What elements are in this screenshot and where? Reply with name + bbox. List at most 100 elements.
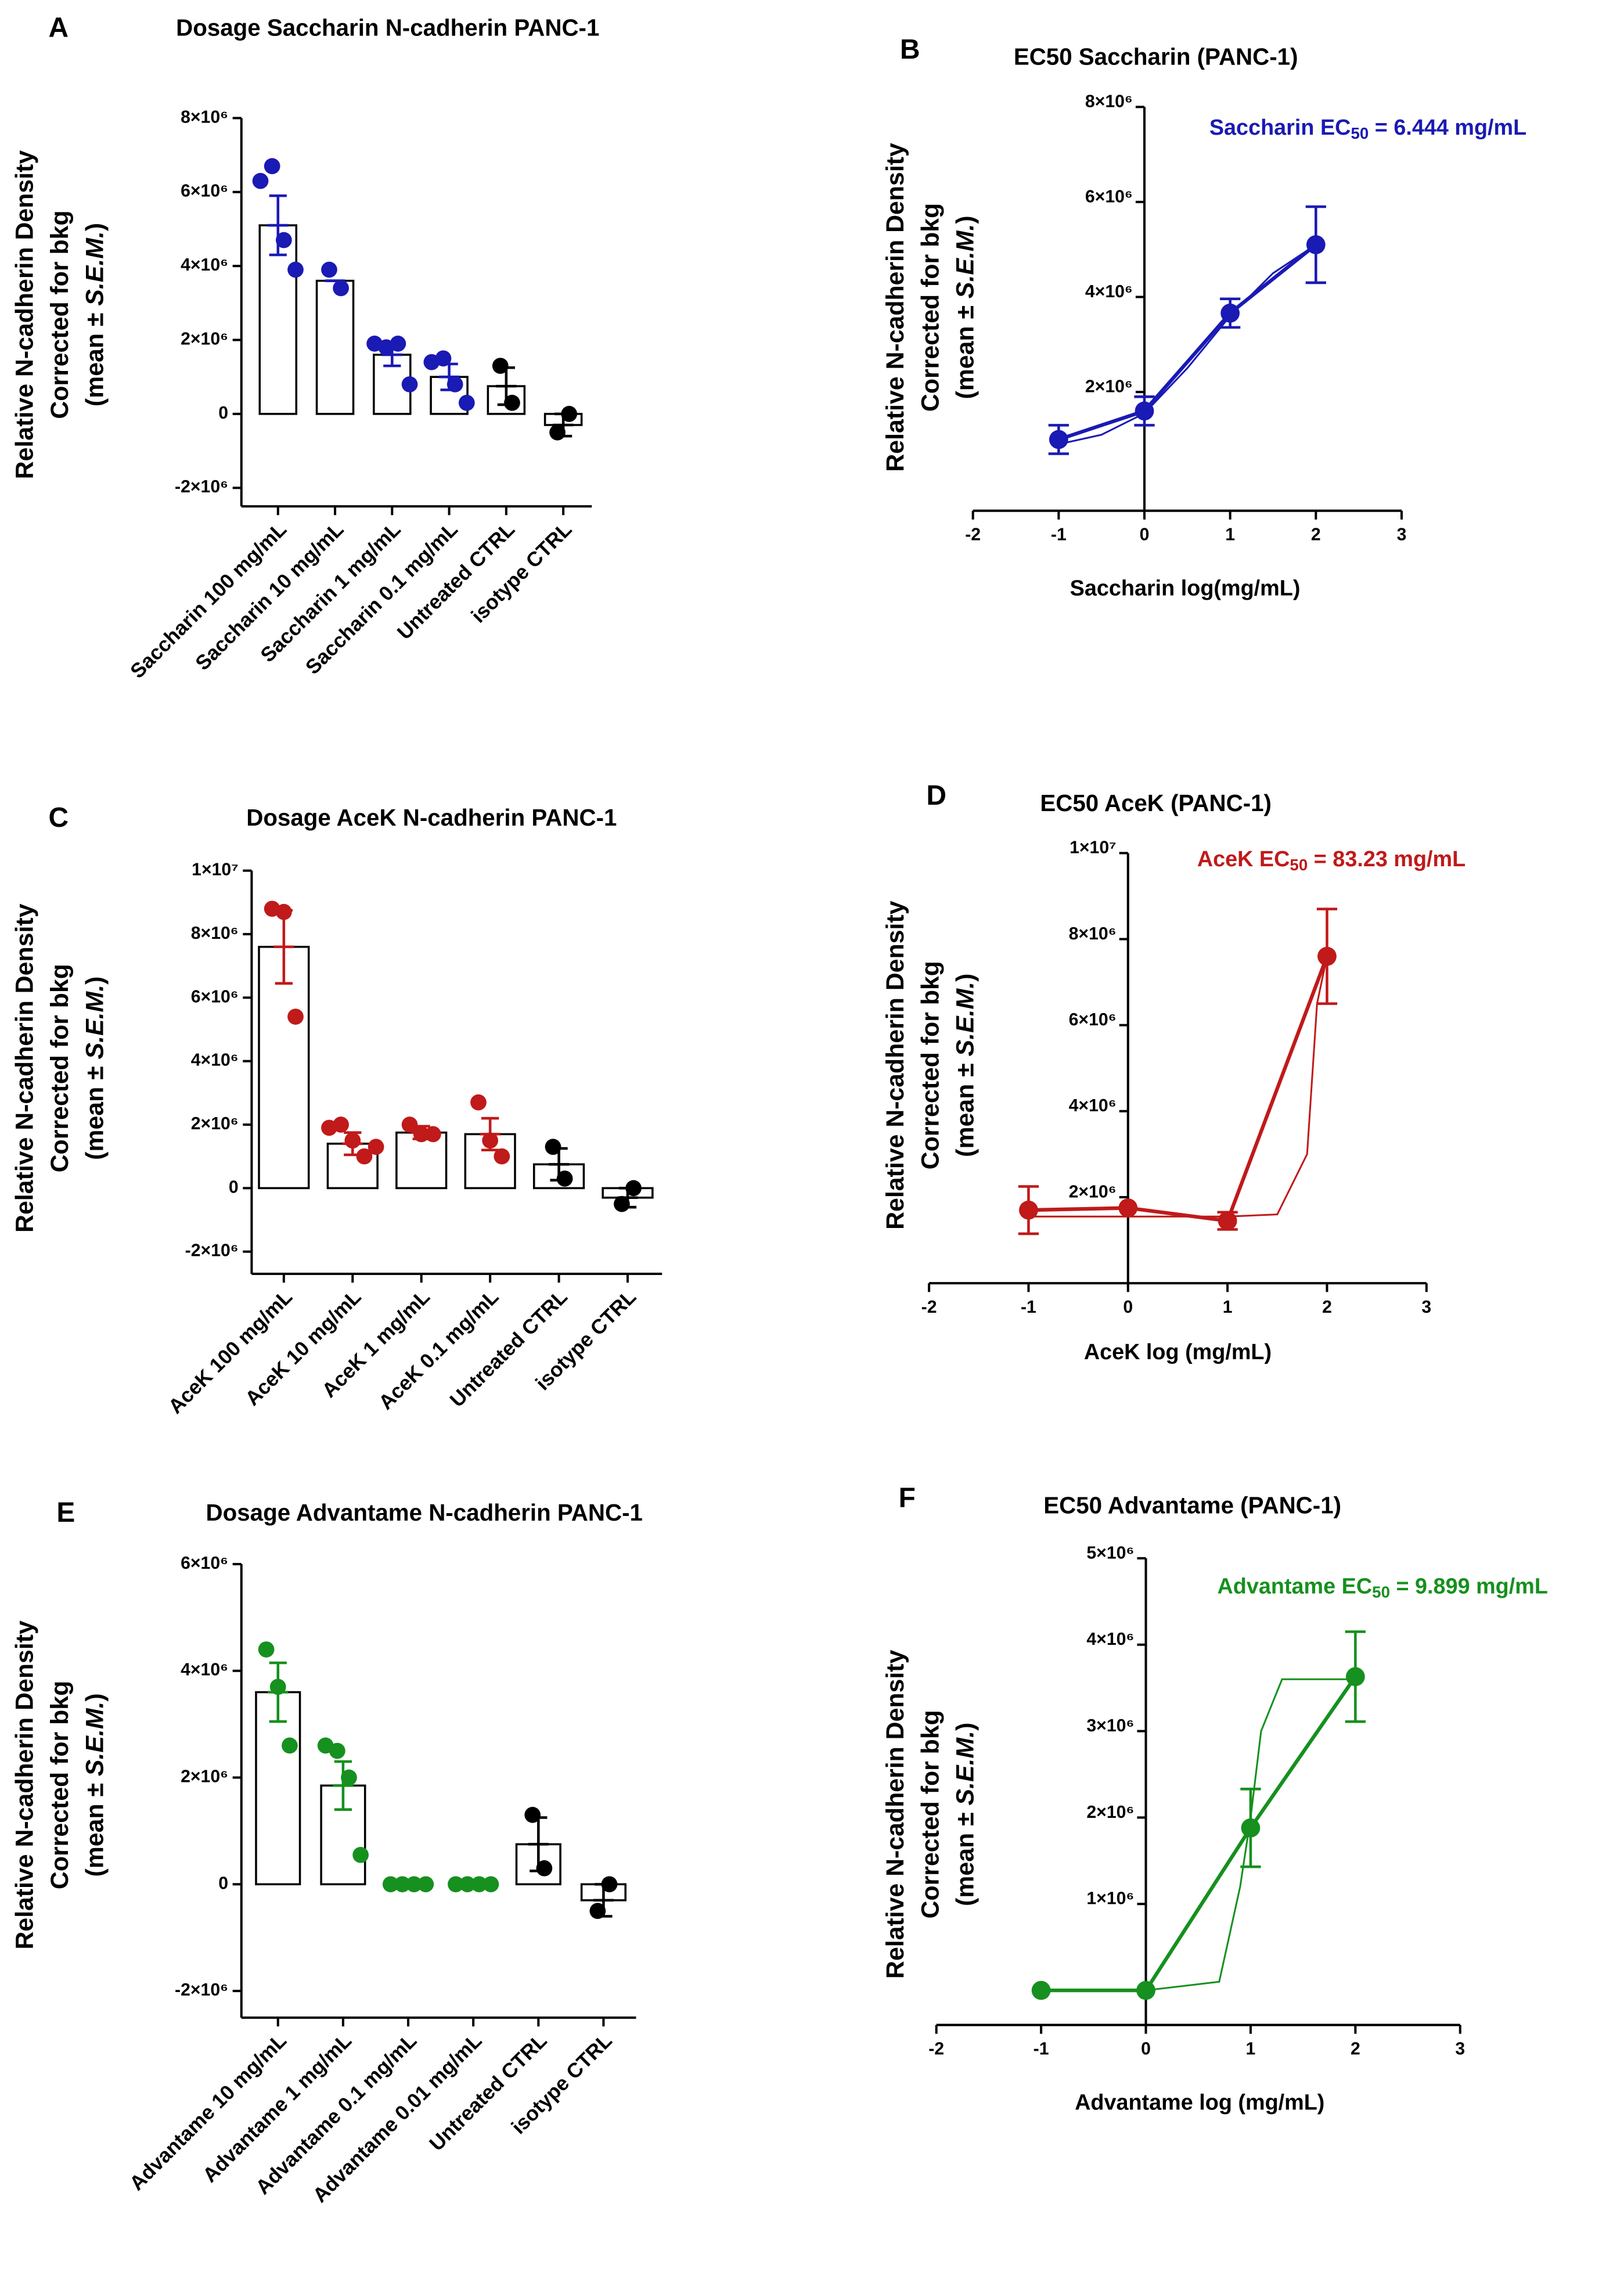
- panel-label: A: [49, 12, 69, 43]
- y-tick-label: 0: [229, 1177, 239, 1197]
- data-point: [252, 172, 269, 189]
- y-tick-label: 2×10⁶: [1069, 1182, 1117, 1201]
- data-point: [341, 1769, 357, 1786]
- data-point: [401, 376, 418, 392]
- y-tick-label: 4×10⁶: [1086, 1630, 1134, 1649]
- data-point: [458, 394, 475, 411]
- y-axis-note-part: ): [952, 215, 980, 224]
- data-point: [282, 1737, 298, 1754]
- y-tick-label: 6×10⁶: [181, 182, 228, 201]
- panel-label: B: [900, 34, 920, 65]
- y-tick-label: 2×10⁶: [1086, 1803, 1134, 1822]
- x-tick-label: 1: [1246, 2040, 1256, 2059]
- x-tick-label: 0: [1141, 2040, 1151, 2059]
- x-axis-label: Saccharin log(mg/mL): [1070, 577, 1301, 601]
- y-tick-label: 6×10⁶: [1085, 187, 1133, 206]
- data-point: [1220, 303, 1240, 323]
- fit-curve: [1028, 956, 1328, 1218]
- y-axis-label: Corrected for bkg: [46, 210, 74, 419]
- y-tick-label: 6×10⁶: [1069, 1010, 1117, 1029]
- y-axis-note-part: S.E.M.: [952, 1731, 980, 1806]
- y-axis-note-part: S.E.M.: [952, 982, 980, 1057]
- x-tick-label: 0: [1123, 1298, 1133, 1317]
- y-axis-label: Corrected for bkg: [916, 961, 944, 1169]
- annotation-rest: = 83.23 mg/mL: [1308, 847, 1465, 871]
- x-tick-label: AceK 100 mg/mL: [164, 1285, 297, 1418]
- x-tick-label: 2: [1351, 2040, 1360, 2059]
- x-tick-label: Untreated CTRL: [425, 2029, 551, 2155]
- data-point: [556, 1170, 573, 1187]
- data-point: [258, 1641, 275, 1658]
- x-tick-label: -1: [1021, 1298, 1036, 1317]
- x-tick-label: AceK 10 mg/mL: [241, 1285, 366, 1410]
- y-axis-label: Corrected for bkg: [46, 1681, 74, 1889]
- data-point: [1306, 235, 1326, 254]
- x-tick-label: 2: [1322, 1298, 1332, 1317]
- bar: [255, 1691, 301, 1886]
- y-tick-label: 1×10⁷: [1070, 838, 1117, 858]
- y-axis-note: (mean ± S.E.M.): [952, 1723, 980, 1906]
- x-tick-label: 3: [1421, 1298, 1431, 1317]
- y-tick-label: 4×10⁶: [1069, 1096, 1117, 1115]
- annotation: AceK EC50 = 83.23 mg/mL: [1197, 847, 1465, 874]
- x-tick-label: 1: [1223, 1298, 1233, 1317]
- data-point: [333, 280, 349, 297]
- y-axis-label: Relative N-cadherin Density: [881, 901, 909, 1230]
- data-point: [401, 1117, 418, 1133]
- data-point: [368, 1139, 384, 1155]
- x-tick-label: isotype CTRL: [467, 518, 576, 627]
- data-point: [356, 1148, 373, 1165]
- bar: [258, 224, 298, 415]
- y-tick-label: 4×10⁶: [1085, 282, 1133, 301]
- data-point: [545, 1139, 561, 1155]
- y-axis-label: Relative N-cadherin Density: [11, 1620, 39, 1950]
- data-point: [435, 350, 452, 367]
- x-tick-label: AceK 0.1 mg/mL: [375, 1285, 503, 1414]
- data-point: [1118, 1198, 1138, 1218]
- y-axis-label: Corrected for bkg: [916, 1710, 944, 1918]
- y-tick-label: -2×10⁶: [175, 1980, 228, 2000]
- data-point: [492, 358, 509, 374]
- data-point: [329, 1742, 345, 1759]
- y-axis-label: Corrected for bkg: [46, 964, 74, 1172]
- data-point: [1136, 1980, 1155, 2000]
- y-axis-note-part: (mean ±: [81, 306, 109, 406]
- x-tick-label: 3: [1455, 2040, 1465, 2059]
- y-axis-note-part: (mean ±: [952, 1056, 980, 1157]
- data-point: [1241, 1818, 1261, 1838]
- y-axis-note-part: (mean ±: [81, 1776, 109, 1877]
- x-tick-label: -2: [928, 2040, 944, 2059]
- y-tick-label: 8×10⁶: [181, 107, 228, 127]
- chart-title: EC50 Saccharin (PANC-1): [1014, 44, 1298, 70]
- y-axis-note: (mean ± S.E.M.): [952, 974, 980, 1157]
- x-axis-label: Advantame log (mg/mL): [1075, 2091, 1324, 2115]
- y-tick-label: 1×10⁷: [192, 860, 239, 880]
- y-tick-label: 3×10⁶: [1086, 1716, 1134, 1735]
- bar: [258, 946, 310, 1190]
- annotation-sub: 50: [1351, 124, 1369, 142]
- data-point: [504, 394, 520, 411]
- data-point: [287, 1009, 304, 1025]
- y-axis-note-part: (mean ±: [952, 1806, 980, 1906]
- annotation-text: Advantame EC: [1218, 1574, 1373, 1598]
- y-tick-label: 2×10⁶: [1085, 377, 1133, 397]
- x-axis-label: AceK log (mg/mL): [1084, 1340, 1272, 1364]
- data-point: [333, 1117, 349, 1133]
- y-tick-label: 8×10⁶: [1085, 92, 1133, 111]
- chart-title: Dosage Advantame N-cadherin PANC-1: [206, 1500, 643, 1526]
- data-point: [417, 1876, 434, 1893]
- y-axis-note-part: S.E.M.: [81, 985, 109, 1060]
- data-point: [352, 1846, 369, 1863]
- y-tick-label: -2×10⁶: [185, 1241, 239, 1260]
- y-axis-label: Relative N-cadherin Density: [881, 143, 909, 472]
- data-point: [275, 232, 292, 248]
- data-point: [1135, 401, 1154, 421]
- data-point: [524, 1807, 541, 1823]
- y-axis-note-part: ): [81, 1693, 109, 1701]
- y-axis-note: (mean ± S.E.M.): [81, 223, 109, 406]
- y-axis-note-part: S.E.M.: [81, 1702, 109, 1777]
- y-tick-label: 2×10⁶: [181, 1767, 228, 1787]
- data-line: [1028, 956, 1329, 1223]
- panel-label: C: [49, 802, 69, 833]
